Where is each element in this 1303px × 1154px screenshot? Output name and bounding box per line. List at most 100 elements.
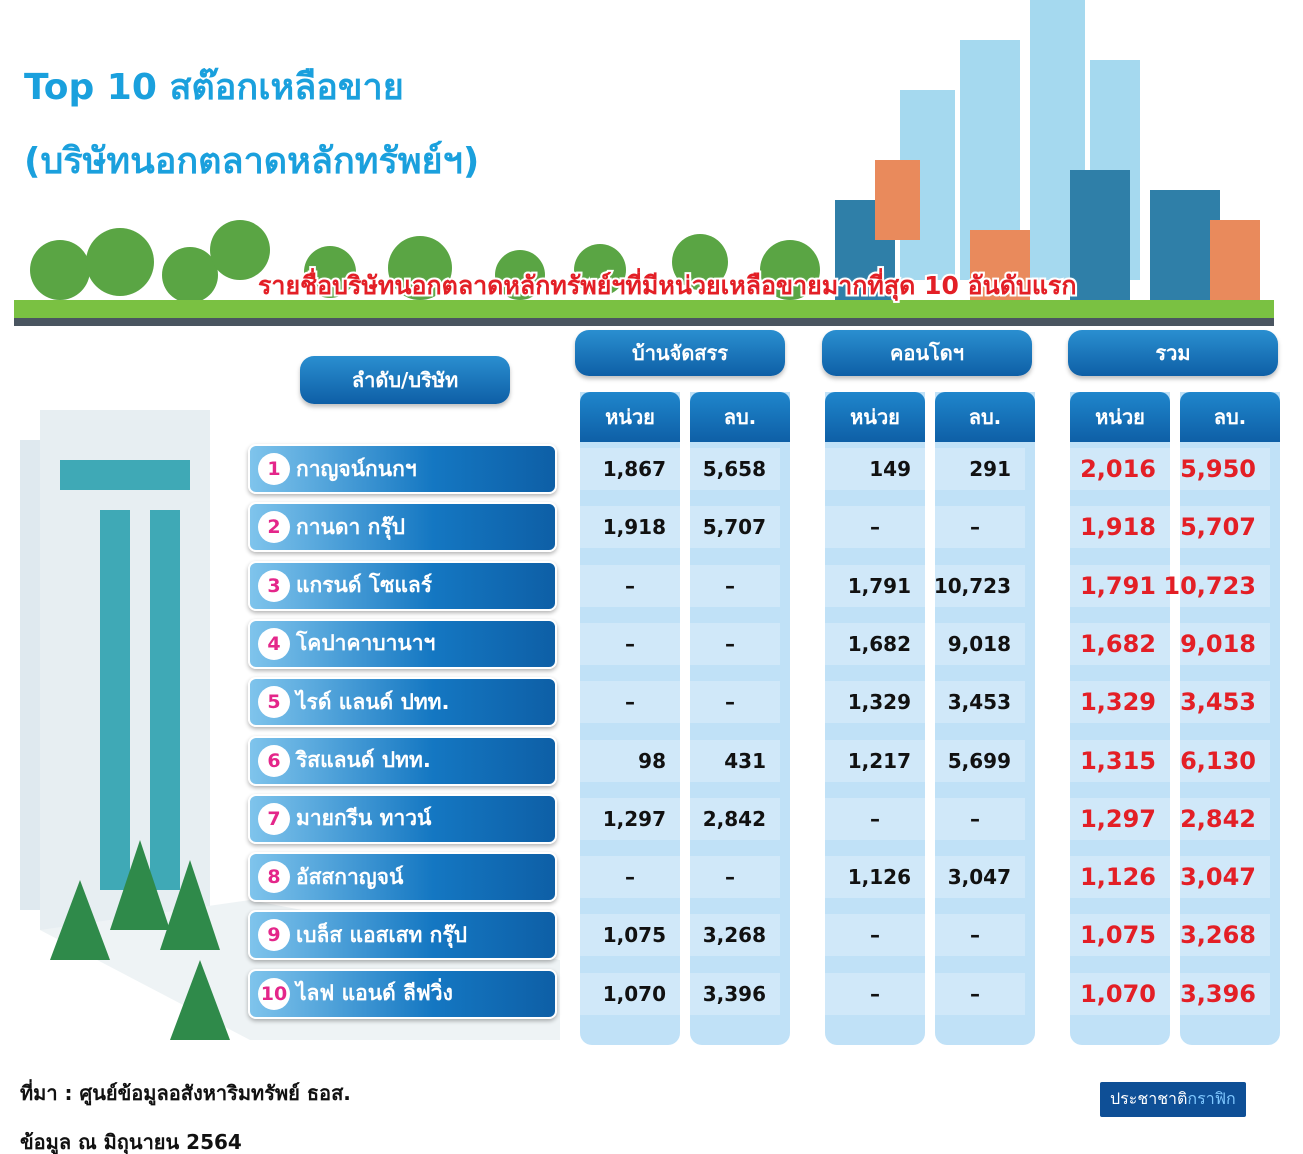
table-cell: 98 (580, 739, 680, 782)
column-bg (1070, 392, 1170, 1045)
rank: 9 (258, 919, 290, 952)
company-name-box: 3 แกรนด์ โซแลร์ (248, 560, 557, 611)
table-cell: 291 (925, 448, 1025, 490)
table-cell: 1,329 (1070, 681, 1170, 724)
table-cell: – (680, 622, 780, 665)
table-cell: 1,070 (1070, 972, 1170, 1015)
table-cell: 3,047 (1170, 856, 1270, 899)
table-cell: 1,070 (580, 972, 680, 1015)
table-cell: 9,018 (925, 622, 1025, 665)
company-name: มายกรีน ทาวน์ (296, 806, 432, 831)
table-cell: 3,453 (925, 681, 1025, 724)
company-name-box: 10 ไลฟ แอนด์ ลีฟวิ่ง (248, 968, 557, 1019)
table-cell: – (925, 914, 1025, 957)
table-cell: 1,329 (825, 681, 925, 724)
rank-header: ลำดับ/บริษัท (300, 356, 510, 404)
subheader: หน่วย (1070, 392, 1170, 442)
table-cell: 149 (825, 448, 925, 490)
column-bg (825, 392, 925, 1045)
table-cell: – (580, 856, 680, 899)
brand-name: ประชาชาติ (1110, 1089, 1188, 1108)
table-cell: 3,453 (1170, 681, 1270, 724)
table-cell: – (925, 506, 1025, 549)
table-cell: 1,315 (1070, 739, 1170, 782)
brand-suffix: กราฟิก (1187, 1089, 1236, 1108)
rank: 3 (258, 569, 290, 602)
table-cell: 1,791 (825, 564, 925, 607)
table-cell: 2,842 (680, 797, 780, 840)
table-cell: – (825, 972, 925, 1015)
company-name: กาญจน์กนกฯ (296, 456, 417, 481)
table-cell: 5,707 (680, 506, 780, 549)
column-bg (690, 392, 790, 1045)
table-cell: 1,682 (825, 622, 925, 665)
table-cell: 1,075 (580, 914, 680, 957)
column-bg (935, 392, 1035, 1045)
subheader: ลบ. (935, 392, 1035, 442)
table-cell: 3,268 (680, 914, 780, 957)
group-header: บ้านจัดสรร (575, 330, 785, 376)
table-cell: 1,297 (580, 797, 680, 840)
table-cell: – (825, 914, 925, 957)
table-cell: – (680, 856, 780, 899)
table-cell: 5,707 (1170, 506, 1270, 549)
table-cell: 3,047 (925, 856, 1025, 899)
table-cell: 1,682 (1070, 622, 1170, 665)
rank: 8 (258, 861, 290, 894)
title: Top 10 สต๊อกเหลือขาย (24, 67, 404, 108)
subheader: ลบ. (690, 392, 790, 442)
table-cell: 1,126 (825, 856, 925, 899)
as-of: ข้อมูล ณ มิถุนายน 2564 (20, 1130, 242, 1154)
company-name: ไรด์ แลนด์ ปทท. (296, 689, 450, 714)
company-name: ไลฟ แอนด์ ลีฟวิ่ง (296, 981, 453, 1006)
table-cell: 3,396 (680, 972, 780, 1015)
table-cell: 10,723 (1163, 564, 1270, 607)
subtitle: (บริษัทนอกตลาดหลักทรัพย์ฯ) (24, 141, 480, 182)
company-name-box: 1 กาญจน์กนกฯ (248, 444, 557, 494)
table-cell: 1,918 (580, 506, 680, 549)
table-cell: – (580, 564, 680, 607)
company-name: อัสสกาญจน์ (296, 864, 404, 889)
table-cell: 1,126 (1070, 856, 1170, 899)
table-cell: – (925, 972, 1025, 1015)
table-cell: 10,723 (925, 564, 1025, 607)
table-cell: 431 (680, 739, 780, 782)
banner: รายชื่อบริษัทนอกตลาดหลักทรัพย์ฯที่มีหน่ว… (256, 269, 1078, 302)
table-cell: 5,699 (925, 739, 1025, 782)
table-cell: – (580, 622, 680, 665)
subheader: หน่วย (580, 392, 680, 442)
column-bg (1180, 392, 1280, 1045)
rank: 6 (258, 744, 290, 777)
table-cell: 1,075 (1070, 914, 1170, 957)
source: ที่มา : ศูนย์ข้อมูลอสังหาริมทรัพย์ ธอส. (20, 1081, 351, 1105)
rank: 1 (258, 453, 290, 485)
company-name: เบล็ส แอสเสท กรุ๊ป (296, 922, 467, 947)
table-cell: – (925, 797, 1025, 840)
table-cell: – (825, 506, 925, 549)
table-cell: 1,217 (825, 739, 925, 782)
company-name: โคปาคาบานาฯ (296, 631, 436, 656)
rank: 7 (258, 802, 290, 835)
table-cell: – (580, 681, 680, 724)
brand: ประชาชาติกราฟิก (1100, 1082, 1246, 1117)
table-cell: 5,950 (1170, 448, 1270, 490)
subheader: หน่วย (825, 392, 925, 442)
table-cell: 3,268 (1170, 914, 1270, 957)
rank: 4 (258, 627, 290, 660)
rank: 2 (258, 511, 290, 544)
table-cell: 2,016 (1070, 448, 1170, 490)
table-cell: 6,130 (1170, 739, 1270, 782)
company-name-box: 8 อัสสกาญจน์ (248, 852, 557, 903)
company-name-box: 7 มายกรีน ทาวน์ (248, 793, 557, 844)
company-name-box: 2 กานดา กรุ๊ป (248, 502, 557, 553)
table-cell: – (680, 564, 780, 607)
table-cell: 1,867 (580, 448, 680, 490)
table-cell: 9,018 (1170, 622, 1270, 665)
table-cell: 2,842 (1170, 797, 1270, 840)
table-cell: 1,297 (1070, 797, 1170, 840)
rank: 5 (258, 686, 290, 719)
company-name-box: 6 ริสแลนด์ ปทท. (248, 735, 557, 786)
subheader: ลบ. (1180, 392, 1280, 442)
table-cell: 1,791 (1070, 564, 1170, 607)
